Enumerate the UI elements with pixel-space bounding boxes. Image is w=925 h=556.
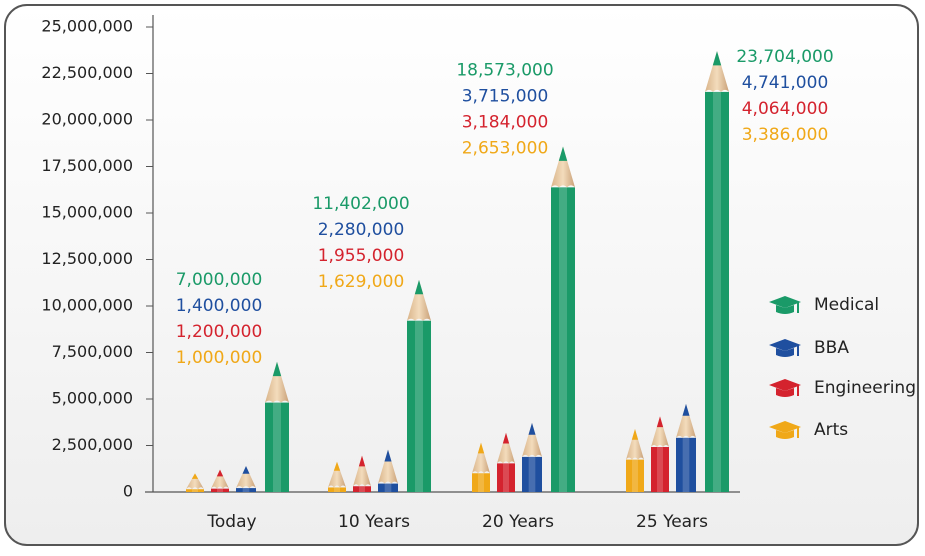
pencil-shade [529, 457, 536, 492]
pencil-shade [217, 489, 223, 492]
pencil-shade [415, 321, 423, 492]
pencil-bar [407, 280, 431, 492]
y-tick-label: 0 [123, 482, 133, 501]
pencil-shade [478, 473, 484, 492]
data-label: 2,280,000 [318, 220, 405, 240]
pencil-shade [273, 403, 281, 492]
pencil-shade [683, 438, 690, 492]
data-label: 1,000,000 [176, 348, 263, 368]
data-label: 4,064,000 [742, 99, 829, 119]
y-tick-label: 12,500,000 [41, 249, 133, 268]
y-tick-label: 2,500,000 [52, 435, 133, 454]
pencil-bar [551, 147, 575, 492]
x-tick-label: 25 Years [636, 512, 708, 532]
legend-label: BBA [814, 338, 849, 358]
y-tick-label: 7,500,000 [52, 342, 133, 361]
pencil-shade [192, 489, 198, 492]
data-label: 1,629,000 [318, 272, 405, 292]
chart: 0 2,500,000 5,000,000 7,500,000 10,000,000 12… [0, 0, 925, 552]
data-label: 2,653,000 [462, 139, 549, 159]
x-tick-label: 20 Years [482, 512, 554, 532]
data-label: 1,955,000 [318, 246, 405, 266]
data-label: 3,386,000 [742, 125, 829, 145]
y-tick-label: 15,000,000 [41, 203, 133, 222]
y-tick-label: 10,000,000 [41, 296, 133, 315]
data-label: 7,000,000 [176, 270, 263, 290]
pencil-shade [632, 460, 638, 492]
legend-label: Engineering [814, 378, 916, 398]
y-tick-label: 17,500,000 [41, 156, 133, 175]
y-tick-label: 22,500,000 [41, 63, 133, 82]
y-tick-label: 5,000,000 [52, 389, 133, 408]
y-tick-label: 25,000,000 [41, 17, 133, 36]
data-label: 1,200,000 [176, 322, 263, 342]
pencil-shade [657, 447, 663, 492]
pencil-shade [559, 187, 567, 492]
y-tick-label: 20,000,000 [41, 110, 133, 129]
data-label: 3,715,000 [462, 87, 549, 107]
x-tick-label: 10 Years [338, 512, 410, 532]
pencil-shade [243, 488, 250, 492]
legend-label: Arts [814, 420, 848, 440]
pencil-bar [705, 51, 729, 492]
pencil-shade [713, 92, 721, 492]
pencil-shade [359, 486, 365, 492]
data-label: 1,400,000 [176, 296, 263, 316]
legend-label: Medical [814, 295, 879, 315]
data-label: 11,402,000 [312, 194, 409, 214]
data-label: 18,573,000 [456, 61, 553, 81]
data-label: 3,184,000 [462, 113, 549, 133]
data-label: 4,741,000 [742, 73, 829, 93]
pencil-shade [334, 487, 340, 492]
pencil-shade [503, 463, 509, 492]
pencil-shade [385, 484, 392, 492]
data-label: 23,704,000 [736, 47, 833, 67]
x-tick-label: Today [206, 512, 256, 532]
